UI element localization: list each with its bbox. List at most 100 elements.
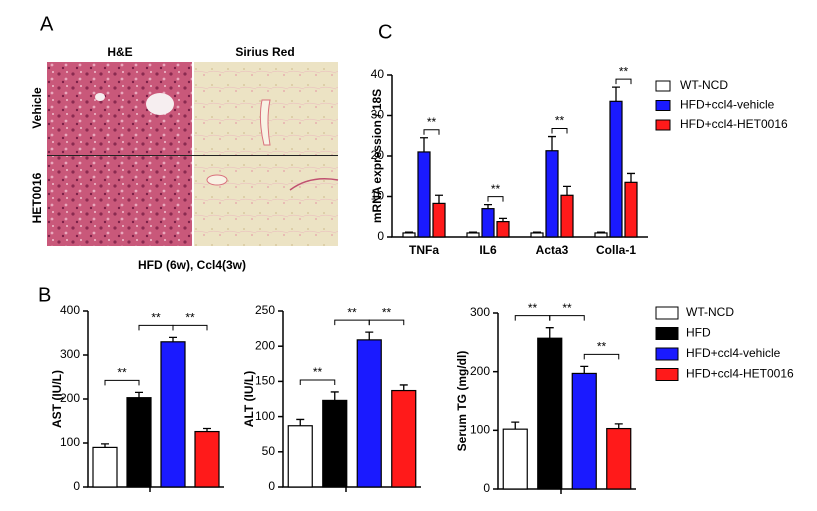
column-label: Sirius Red: [235, 45, 294, 59]
legend-swatch: [655, 80, 671, 92]
y-axis-label: ALT (IU/L): [242, 371, 256, 427]
bar: [624, 181, 638, 238]
significance-label: **: [117, 366, 127, 380]
y-tick-label: 0: [268, 479, 275, 493]
bar: [356, 339, 382, 488]
bar: [537, 337, 563, 490]
legend-swatch: [655, 119, 671, 131]
y-tick-label: 0: [73, 479, 80, 493]
x-tick-label: Colla-1: [596, 243, 636, 257]
significance-label: **: [562, 301, 572, 315]
significance-label: **: [185, 311, 195, 325]
error-bar: [627, 172, 635, 183]
bar: [160, 341, 186, 488]
legend-label: HFD+ccl4-vehicle: [686, 346, 781, 360]
x-tick-label: Acta3: [536, 243, 569, 257]
y-tick-label: 150: [255, 374, 275, 388]
significance-label: **: [347, 305, 357, 319]
panel-label: C: [378, 21, 392, 43]
error-bar: [484, 203, 492, 209]
error-bar: [365, 331, 374, 340]
error-bar: [511, 421, 520, 430]
bar: [287, 425, 313, 488]
bar: [322, 399, 348, 488]
vessel: [206, 174, 228, 186]
y-tick-label: 100: [60, 435, 80, 449]
legend-label: WT-NCD: [680, 78, 728, 92]
significance-label: **: [528, 301, 538, 315]
bar: [496, 221, 510, 238]
bar: [466, 232, 480, 238]
bar: [502, 428, 528, 490]
he-het0016-image: [47, 156, 192, 246]
legend-swatch: [655, 327, 679, 340]
bar: [606, 427, 632, 490]
bar: [391, 389, 417, 488]
y-tick-label: 400: [60, 303, 80, 317]
legend-swatch: [655, 306, 679, 320]
legend-label: WT-NCD: [686, 305, 734, 319]
significance-label: **: [491, 182, 501, 196]
significance-label: **: [313, 365, 323, 379]
significance-bracket: [172, 324, 208, 331]
y-tick-label: 100: [255, 409, 275, 423]
significance-bracket: [423, 129, 440, 135]
bar: [571, 372, 597, 490]
bar: [194, 430, 220, 488]
fibrosis: [289, 178, 339, 191]
y-tick-label: 30: [371, 108, 385, 122]
legend-swatch: [655, 368, 679, 381]
error-bar: [580, 365, 589, 374]
error-bar: [614, 423, 623, 429]
y-tick-label: 250: [255, 303, 275, 317]
legend-label: HFD: [686, 326, 711, 340]
y-axis-label: AST (IU/L): [50, 370, 64, 428]
x-tick-label: TNFa: [409, 243, 439, 257]
y-tick-label: 40: [371, 67, 385, 81]
panel-label: B: [38, 284, 51, 306]
error-bar: [330, 391, 339, 401]
y-axis-label: Serum TG (mg/dl): [455, 351, 469, 452]
legend-label: HFD+ccl4-HET0016: [686, 367, 794, 381]
y-tick-label: 300: [60, 347, 80, 361]
error-bar: [169, 336, 177, 342]
error-bar: [548, 135, 556, 151]
bar: [594, 232, 608, 238]
bar: [530, 232, 544, 238]
bar: [432, 202, 446, 238]
histology: [47, 62, 339, 246]
significance-label: **: [427, 115, 437, 129]
legend-label: HFD+ccl4-vehicle: [680, 98, 775, 112]
vessel: [259, 99, 271, 146]
error-bar: [612, 86, 620, 102]
bar: [402, 232, 416, 238]
bar: [92, 446, 118, 488]
significance-bracket: [334, 319, 370, 326]
y-tick-label: 200: [255, 338, 275, 352]
bar: [417, 151, 431, 238]
panel-label: A: [40, 13, 54, 35]
significance-label: **: [382, 305, 392, 319]
y-tick-label: 200: [60, 391, 80, 405]
x-tick-label: IL6: [479, 243, 497, 257]
significance-label: **: [597, 340, 607, 354]
y-tick-label: 200: [470, 364, 490, 378]
significance-label: **: [555, 114, 565, 128]
error-bar: [545, 327, 554, 339]
bar: [126, 397, 152, 488]
bar: [481, 208, 495, 238]
legend-swatch: [655, 100, 671, 111]
significance-bracket: [514, 315, 551, 321]
significance-bracket: [487, 196, 504, 202]
significance-bracket: [368, 319, 405, 326]
y-tick-label: 0: [483, 481, 490, 495]
error-bar: [399, 384, 408, 391]
significance-bracket: [299, 379, 336, 385]
bar: [545, 150, 559, 238]
sr-het0016-image: [194, 156, 338, 246]
significance-bracket: [138, 324, 174, 331]
significance-bracket: [549, 315, 585, 321]
caption: HFD (6w), Ccl4(3w): [138, 258, 246, 272]
error-bar: [435, 194, 443, 204]
y-axis-label: mRNA expression / 18S: [370, 89, 384, 223]
